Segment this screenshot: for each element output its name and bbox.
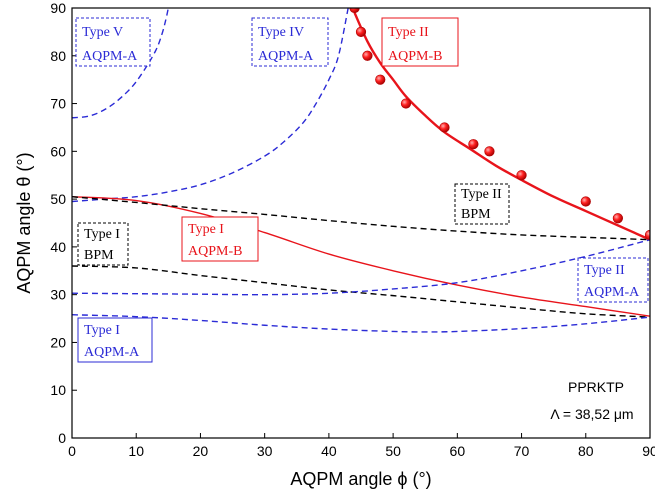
type-ii-aqpm-b-experiment-point bbox=[355, 26, 367, 37]
label-type-ii-bpm-line: BPM bbox=[461, 207, 491, 222]
label-type-ii-bpm-line: Type II bbox=[461, 187, 502, 202]
label-type-ii-aqpm-a: Type II AQPM-A bbox=[577, 257, 649, 303]
y-tick-label: 50 bbox=[50, 191, 66, 207]
label-type-i-aqpm-b-line: AQPM-B bbox=[188, 244, 242, 259]
x-tick-label: 60 bbox=[450, 443, 466, 459]
label-type-iv-aqpm-a-line: AQPM-A bbox=[258, 49, 314, 64]
type-ii-aqpm-b-experiment-point bbox=[516, 170, 527, 181]
type-ii-aqpm-b-experiment-point bbox=[580, 196, 591, 207]
x-tick-label: 20 bbox=[193, 443, 209, 459]
label-type-i-bpm-line: Type I bbox=[84, 227, 120, 242]
y-tick-label: 20 bbox=[50, 334, 66, 350]
y-tick-label: 40 bbox=[50, 239, 66, 255]
x-tick-label: 50 bbox=[385, 443, 401, 459]
type-ii-aqpm-b-experiment-point bbox=[644, 229, 650, 241]
label-type-v-aqpm-a-line: Type V bbox=[82, 25, 123, 40]
type-ii-aqpm-b-experiment-point bbox=[362, 50, 373, 61]
label-type-i-aqpm-a: Type I AQPM-A bbox=[77, 317, 153, 363]
type-i-bpm-curve bbox=[72, 265, 650, 318]
type-ii-aqpm-b-experiment-point bbox=[484, 146, 495, 157]
type-ii-aqpm-b-experiment-point bbox=[612, 213, 623, 224]
label-type-i-aqpm-a-line: AQPM-A bbox=[84, 345, 140, 360]
type-i-aqpm-a-curve bbox=[72, 314, 650, 333]
crystal-label: PPRKTP bbox=[568, 379, 624, 395]
type-ii-bpm-curve bbox=[72, 196, 650, 241]
type-iv-aqpm-a-curve bbox=[72, 8, 349, 203]
label-type-v-aqpm-a-line: AQPM-A bbox=[82, 49, 138, 64]
label-type-ii-aqpm-b: Type II AQPM-B bbox=[381, 17, 459, 67]
x-tick-label: 80 bbox=[578, 443, 594, 459]
y-axis-title: AQPM angle θ (°) bbox=[14, 152, 34, 293]
type-ii-aqpm-b-experiment-point bbox=[375, 74, 386, 85]
y-tick-label: 30 bbox=[50, 287, 66, 303]
period-label: Λ = 38,52 μm bbox=[550, 406, 633, 422]
y-tick-label: 70 bbox=[50, 96, 66, 112]
label-type-i-aqpm-a-line: Type I bbox=[84, 323, 120, 338]
type-ii-aqpm-a-curve bbox=[72, 239, 650, 296]
type-ii-aqpm-b-experiment-point bbox=[400, 98, 412, 109]
y-tick-label: 90 bbox=[50, 0, 66, 16]
x-tick-label: 70 bbox=[514, 443, 530, 459]
y-tick-label: 80 bbox=[50, 48, 66, 64]
x-tick-label: 90 bbox=[642, 443, 655, 459]
type-i-aqpm-b-curve bbox=[72, 196, 650, 317]
label-type-ii-aqpm-b-line: AQPM-B bbox=[388, 49, 442, 64]
y-tick-label: 10 bbox=[50, 382, 66, 398]
label-type-ii-aqpm-a-line: Type II bbox=[584, 263, 625, 278]
x-tick-label: 10 bbox=[128, 443, 144, 459]
label-type-i-aqpm-b-line: Type I bbox=[188, 222, 224, 237]
type-ii-aqpm-b-experiment-point bbox=[439, 122, 450, 133]
y-tick-label: 0 bbox=[58, 430, 66, 446]
label-type-ii-bpm: Type II BPM bbox=[454, 183, 510, 225]
x-axis-title: AQPM angle ϕ (°) bbox=[290, 469, 431, 489]
label-type-ii-aqpm-a-line: AQPM-A bbox=[584, 285, 640, 300]
x-tick-label: 40 bbox=[321, 443, 337, 459]
label-type-iv-aqpm-a: Type IV AQPM-A bbox=[251, 17, 329, 67]
label-type-iv-aqpm-a-line: Type IV bbox=[258, 25, 304, 40]
x-tick-label: 30 bbox=[257, 443, 273, 459]
label-type-i-aqpm-b: Type I AQPM-B bbox=[181, 216, 259, 262]
y-tick-label: 60 bbox=[50, 143, 66, 159]
type-ii-aqpm-b-experiment-point bbox=[468, 139, 479, 150]
label-type-i-bpm-line: BPM bbox=[84, 248, 114, 263]
label-type-v-aqpm-a: Type V AQPM-A bbox=[75, 17, 151, 67]
label-type-ii-aqpm-b-line: Type II bbox=[388, 25, 429, 40]
type-v-aqpm-a-curve bbox=[72, 8, 170, 119]
type-ii-aqpm-b-theory-curve bbox=[353, 12, 650, 241]
label-type-i-bpm: Type I BPM bbox=[77, 222, 129, 266]
type-ii-aqpm-b-experiment-point bbox=[349, 8, 360, 14]
plot-frame bbox=[71, 7, 651, 439]
x-tick-label: 0 bbox=[68, 443, 76, 459]
